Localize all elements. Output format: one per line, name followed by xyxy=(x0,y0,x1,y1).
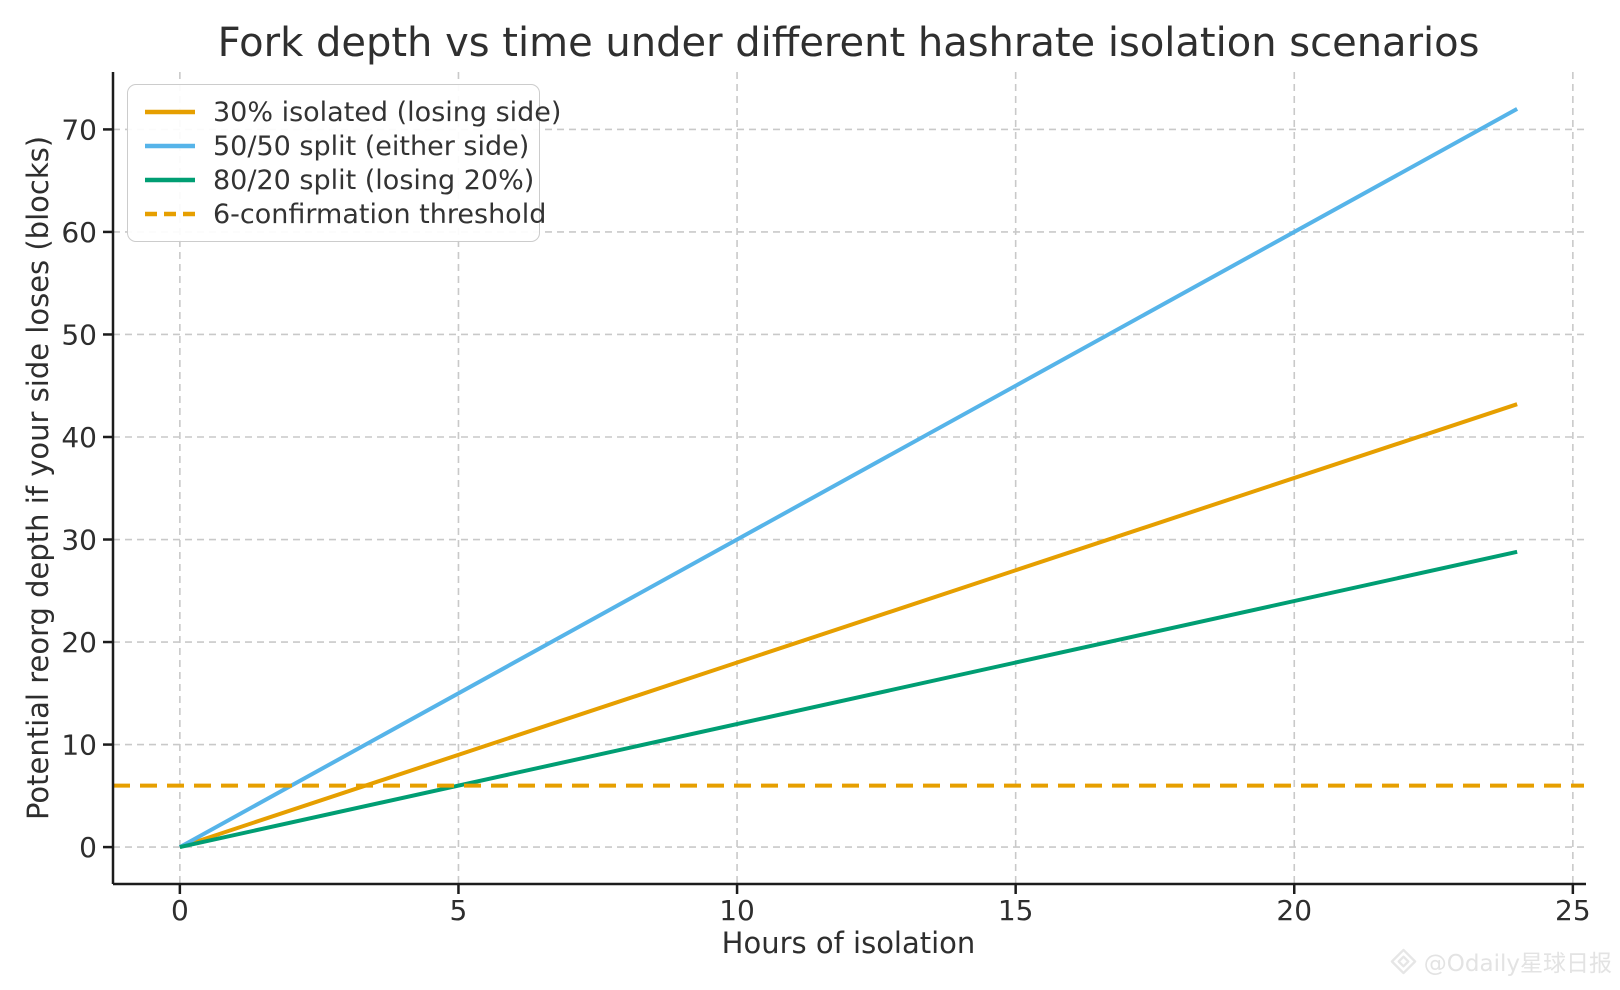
legend-item: 6-confirmation threshold xyxy=(144,199,546,230)
x-tick-label: 0 xyxy=(171,894,189,927)
legend-item: 30% isolated (losing side) xyxy=(144,97,561,128)
legend: 30% isolated (losing side) 50/50 split (e… xyxy=(127,84,561,242)
x-tick-label: 10 xyxy=(719,894,755,927)
series-line-2 xyxy=(179,549,1518,850)
y-axis-label: Potential reorg depth if your side loses… xyxy=(21,135,55,821)
legend-line-swatch xyxy=(145,177,195,183)
y-tick-label: 40 xyxy=(61,421,97,454)
series-line-1 xyxy=(178,107,1519,849)
legend-line-swatch xyxy=(145,143,195,149)
x-tick-label: 15 xyxy=(998,894,1034,927)
y-tick-label: 0 xyxy=(79,831,97,864)
legend-line-swatch xyxy=(145,109,195,115)
y-tick-label: 50 xyxy=(61,318,97,351)
y-tick-label: 70 xyxy=(61,113,97,146)
legend-item: 50/50 split (either side) xyxy=(144,131,529,162)
legend-item: 80/20 split (losing 20%) xyxy=(144,165,534,196)
x-tick-label: 25 xyxy=(1555,894,1591,927)
y-tick-label: 60 xyxy=(61,216,97,249)
x-axis-label: Hours of isolation xyxy=(721,926,976,960)
watermark-text: @Odaily星球日报 xyxy=(1423,951,1612,977)
legend-label: 6-confirmation threshold xyxy=(213,198,547,230)
watermark: @Odaily星球日报 xyxy=(1390,944,1612,978)
legend-line-swatch xyxy=(145,211,195,217)
y-tick-label: 20 xyxy=(61,626,97,659)
chart-title: Fork depth vs time under different hashr… xyxy=(217,20,1480,66)
x-tick-label: 20 xyxy=(1276,894,1312,927)
legend-label: 30% isolated (losing side) xyxy=(213,96,562,128)
series-line-0 xyxy=(179,402,1518,849)
x-tick-label: 5 xyxy=(450,894,468,927)
legend-label: 50/50 split (either side) xyxy=(213,130,530,162)
odaily-diamond-logo-icon xyxy=(1390,948,1417,974)
y-tick-label: 10 xyxy=(61,729,97,762)
legend-label: 80/20 split (losing 20%) xyxy=(213,164,535,196)
y-tick-label: 30 xyxy=(61,524,97,557)
